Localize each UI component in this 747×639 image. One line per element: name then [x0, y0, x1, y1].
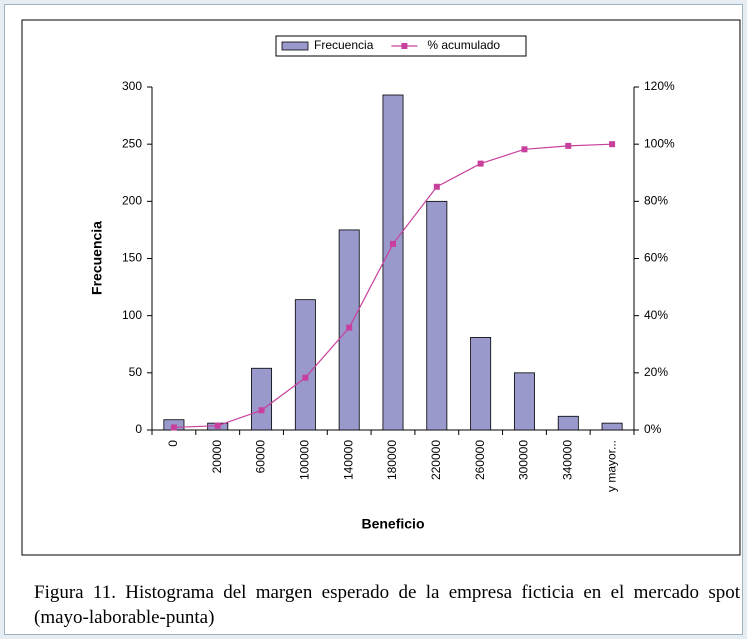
x-tick-label: 100000: [298, 440, 312, 480]
line-marker: [346, 324, 353, 331]
line-marker: [258, 407, 265, 414]
y2-tick-label: 120%: [644, 79, 675, 93]
y-tick-label: 300: [122, 79, 142, 93]
chart-border: [21, 19, 741, 556]
y-tick-label: 0: [135, 422, 142, 436]
line-marker: [609, 141, 616, 148]
line-marker: [477, 160, 484, 167]
x-tick-label: 60000: [254, 440, 268, 474]
y-tick-label: 200: [122, 194, 142, 208]
line-marker: [433, 183, 440, 190]
x-tick-label: y mayor...: [604, 440, 618, 492]
bar: [470, 336, 492, 431]
line-marker: [302, 374, 309, 381]
y-tick-label: 100: [122, 308, 142, 322]
legend-label: % acumulado: [427, 38, 500, 52]
x-tick-label: 0: [166, 440, 180, 447]
x-tick-label: 20000: [210, 440, 224, 474]
y-tick-label: 150: [122, 251, 142, 265]
bar: [513, 372, 535, 431]
y-tick-label: 50: [129, 365, 143, 379]
caption: Figura 11. Histograma del margen esperad…: [34, 582, 740, 628]
bar: [382, 94, 404, 431]
y2-tick-label: 80%: [644, 194, 668, 208]
x-tick-label: 140000: [341, 440, 355, 480]
y2-tick-label: 0%: [644, 422, 662, 436]
x-tick-label: 340000: [560, 440, 574, 480]
bar: [426, 200, 448, 431]
line-marker: [214, 422, 221, 429]
legend-label: Frecuencia: [314, 38, 374, 52]
x-tick-label: 180000: [385, 440, 399, 480]
line-marker: [390, 240, 396, 247]
y2-tick-label: 20%: [644, 365, 668, 379]
x-tick-label: 220000: [429, 440, 443, 480]
x-tick-label: 260000: [473, 440, 487, 480]
chart: Beneficio Frecuencia 0501001502002503000…: [21, 19, 741, 556]
legend-swatch-marker: [401, 43, 408, 49]
x-axis-title: Beneficio: [361, 516, 424, 532]
bar: [557, 415, 579, 431]
x-tick-label: 300000: [517, 440, 531, 480]
y2-tick-label: 100%: [644, 136, 675, 150]
line-marker: [565, 142, 572, 149]
y2-tick-label: 60%: [644, 251, 668, 265]
bar: [251, 367, 273, 431]
legend-swatch: [281, 41, 309, 51]
bar: [601, 422, 623, 431]
bar: [294, 299, 316, 431]
line-marker: [170, 424, 177, 431]
y-tick-label: 250: [122, 136, 142, 150]
y2-tick-label: 40%: [644, 308, 668, 322]
y-axis-title: Frecuencia: [89, 221, 105, 295]
line-marker: [521, 146, 528, 153]
